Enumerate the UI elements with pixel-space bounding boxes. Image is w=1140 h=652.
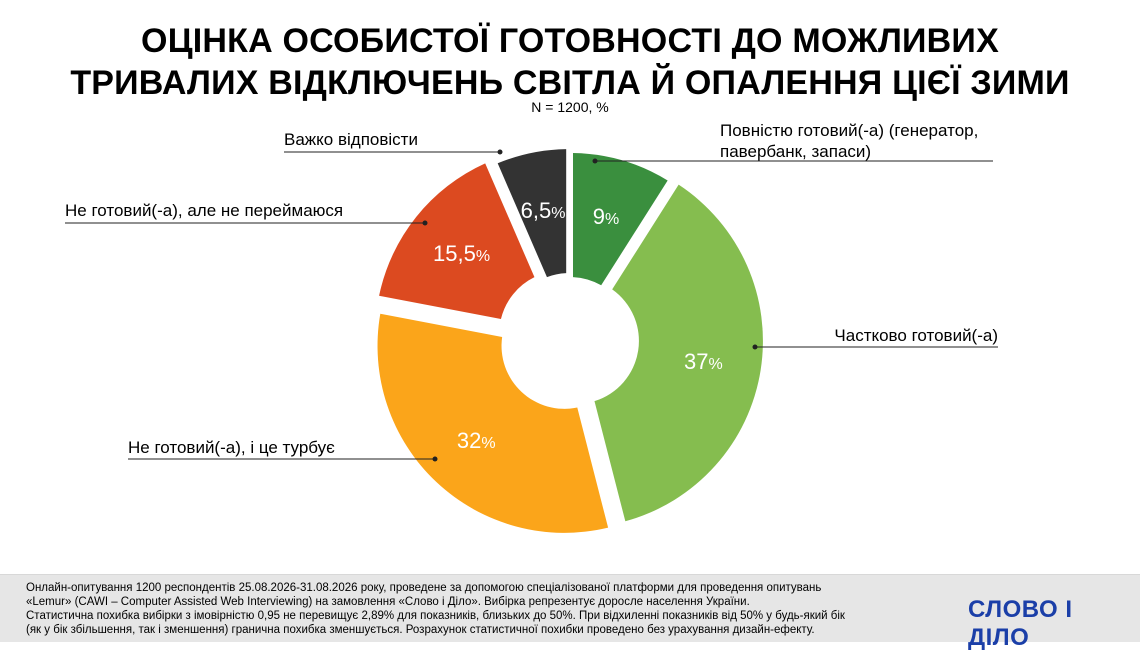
category-label: Частково готовий(-а) bbox=[834, 326, 998, 345]
footer: Онлайн-опитування 1200 респондентів 25.0… bbox=[0, 574, 1140, 642]
methodology-line: (як у бік збільшення, так і зменшення) г… bbox=[26, 624, 815, 636]
methodology-line: «Lemur» (CAWI – Computer Assisted Web In… bbox=[26, 596, 750, 608]
slice-value-unit: % bbox=[481, 435, 495, 452]
slice-value-unit: % bbox=[708, 356, 722, 373]
slice-value-unit: % bbox=[551, 205, 565, 222]
chart-subtitle: N = 1200, % bbox=[531, 99, 609, 115]
category-label: Не готовий(-а), але не переймаюся bbox=[65, 201, 343, 220]
category-label-line: Повністю готовий(-а) (генератор, bbox=[720, 121, 978, 140]
chart-title-line-2: ТРИВАЛИХ ВІДКЛЮЧЕНЬ СВІТЛА Й ОПАЛЕННЯ ЦІ… bbox=[70, 64, 1070, 102]
category-label: Повністю готовий(-а) (генератор, павербан… bbox=[720, 121, 978, 161]
leader-dot bbox=[422, 220, 428, 226]
leader-dot bbox=[752, 344, 758, 350]
slice-value-label: 37% bbox=[684, 349, 723, 374]
slice-value-label: 9% bbox=[593, 204, 619, 229]
methodology-line: Онлайн-опитування 1200 респондентів 25.0… bbox=[26, 582, 822, 594]
leader-dot bbox=[497, 149, 503, 155]
category-label-line: Частково готовий(-а) bbox=[834, 326, 998, 345]
slice-value-number: 32 bbox=[457, 428, 481, 453]
slice-value-unit: % bbox=[476, 248, 490, 265]
brand-logo: СЛОВО І ДІЛО bbox=[968, 596, 1073, 651]
methodology-line: Статистична похибка вибірки з імовірніст… bbox=[26, 610, 845, 622]
category-label-line: Не готовий(-а), і це турбує bbox=[128, 438, 335, 457]
donut-slice bbox=[572, 153, 668, 286]
slice-value-unit: % bbox=[605, 211, 619, 228]
slice-value-number: 9 bbox=[593, 204, 605, 229]
slice-value-label: 6,5% bbox=[521, 198, 566, 223]
slice-value-label: 32% bbox=[457, 428, 496, 453]
donut-chart: 9% Повністю готовий(-а) (генератор, паверб… bbox=[65, 121, 998, 533]
chart-title: ОЦІНКА ОСОБИСТОЇ ГОТОВНОСТІ ДО МОЖЛИВИХ … bbox=[0, 20, 1140, 104]
donut-slice bbox=[379, 163, 535, 320]
slice-value-number: 6,5 bbox=[521, 198, 552, 223]
leader-dot bbox=[592, 158, 598, 164]
slice-value-label: 15,5% bbox=[433, 241, 490, 266]
donut-slice bbox=[497, 149, 567, 278]
slice-value-number: 15,5 bbox=[433, 241, 476, 266]
donut-slice bbox=[377, 313, 609, 533]
category-label-line: Не готовий(-а), але не переймаюся bbox=[65, 201, 343, 220]
slice-value-number: 37 bbox=[684, 349, 708, 374]
category-label: Важко відповісти bbox=[284, 130, 418, 149]
category-label: Не готовий(-а), і це турбує bbox=[128, 438, 335, 457]
category-label-line: Важко відповісти bbox=[284, 130, 418, 149]
category-label-line: павербанк, запаси) bbox=[720, 142, 871, 161]
donut-slice bbox=[594, 184, 763, 522]
methodology-note: Онлайн-опитування 1200 респондентів 25.0… bbox=[26, 581, 845, 637]
chart-title-line-1: ОЦІНКА ОСОБИСТОЇ ГОТОВНОСТІ ДО МОЖЛИВИХ bbox=[141, 22, 999, 60]
leader-dot bbox=[432, 456, 438, 462]
